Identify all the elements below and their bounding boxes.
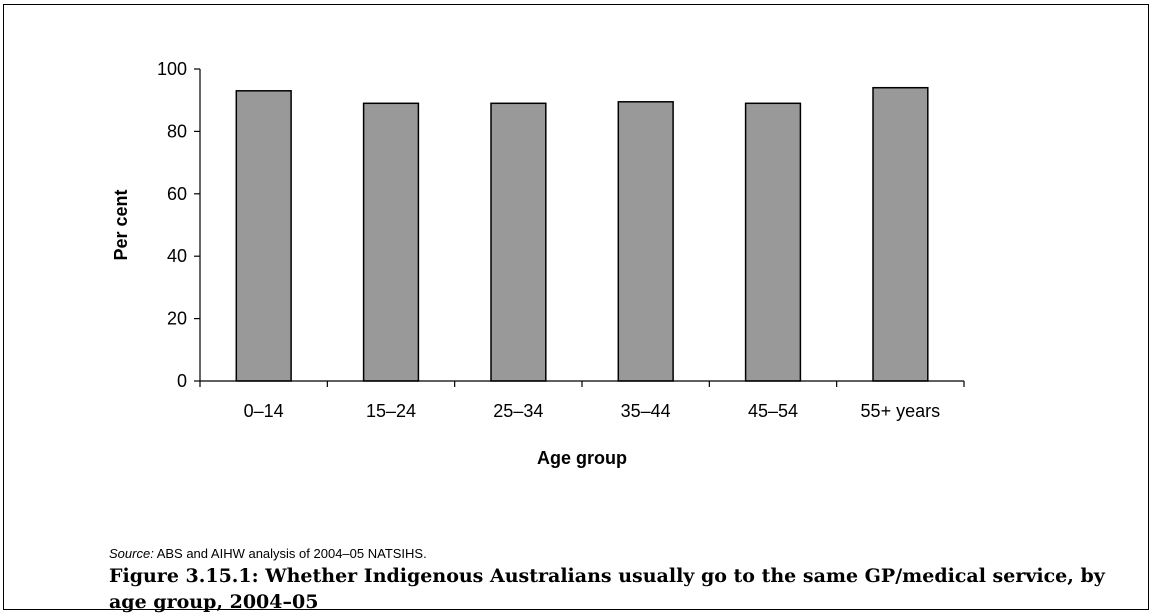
figure-caption: Figure 3.15.1: Whether Indigenous Austra… — [109, 565, 1105, 613]
bars-group — [235, 86, 929, 382]
x-axis: 0–14 15–24 25–34 35–44 45–54 55+ years — [199, 380, 965, 421]
x-tick-label-5: 55+ years — [861, 401, 941, 421]
y-tick-label-2: 40 — [167, 246, 187, 266]
y-tick-label-0: 0 — [177, 371, 187, 391]
bar-2 — [490, 102, 547, 382]
y-axis: 0 20 40 60 80 100 — [157, 59, 201, 391]
y-tick-label-5: 100 — [157, 59, 187, 79]
y-tick-label-4: 80 — [167, 121, 187, 141]
bar-5 — [872, 86, 929, 382]
x-tick-label-4: 45–54 — [748, 401, 798, 421]
source-label: Source: — [109, 546, 154, 561]
bar-1 — [362, 102, 420, 382]
bar-0 — [235, 90, 292, 382]
bar-4 — [744, 102, 802, 382]
x-tick-label-1: 15–24 — [366, 401, 416, 421]
x-tick-label-0: 0–14 — [244, 401, 284, 421]
x-tick-label-2: 25–34 — [493, 401, 543, 421]
x-tick-label-3: 35–44 — [621, 401, 671, 421]
y-axis-title: Per cent — [111, 189, 131, 260]
x-axis-title: Age group — [537, 448, 627, 468]
source-text: ABS and AIHW analysis of 2004–05 NATSIHS… — [153, 546, 427, 561]
bar-3 — [617, 101, 674, 382]
source-note: Source: ABS and AIHW analysis of 2004–05… — [109, 546, 427, 561]
figure-frame — [3, 4, 1149, 610]
y-tick-label-3: 60 — [167, 184, 187, 204]
y-tick-label-1: 20 — [167, 309, 187, 329]
